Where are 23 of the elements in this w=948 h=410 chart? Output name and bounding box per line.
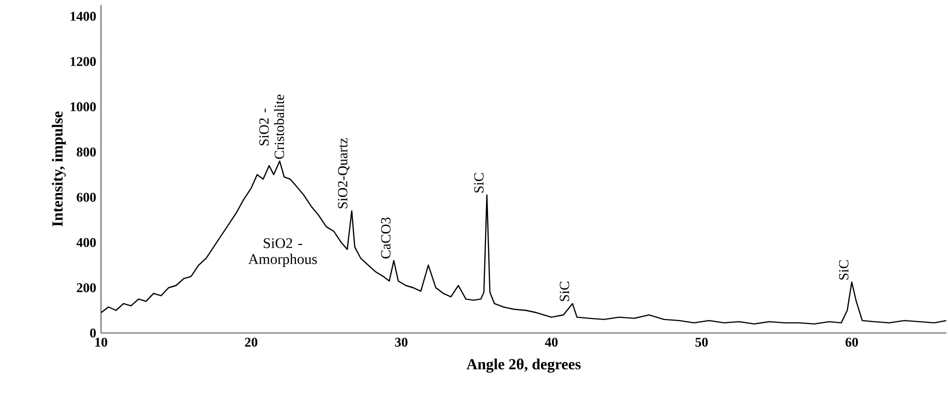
annotation: SiC: [839, 260, 848, 280]
y-tick-label: 200: [76, 283, 96, 292]
x-tick-label: 20: [245, 338, 258, 347]
y-tick-label: 600: [76, 192, 96, 202]
y-tick-label: 800: [76, 148, 96, 157]
y-tick-label: 1200: [70, 57, 96, 66]
y-tick-label: 0: [90, 328, 96, 338]
annotation: SiO2-Quartz: [338, 138, 350, 208]
annotation: SiO2 - Amorphous: [248, 238, 317, 268]
x-axis-title: Angle 2θ, degrees: [466, 358, 581, 373]
x-tick-label: 10: [95, 338, 108, 347]
annotation: SiO2 - Cristobalite: [259, 94, 284, 159]
y-tick-label: 1000: [70, 102, 96, 112]
x-tick-label: 60: [846, 338, 858, 347]
y-tick-label: 1400: [70, 12, 96, 21]
x-tick-label: 50: [695, 338, 708, 347]
x-tick-label: 40: [544, 338, 558, 347]
y-axis-title: Intensity, impulse: [52, 111, 66, 226]
annotation: CaCO3: [381, 218, 391, 258]
y-tick-label: 400: [76, 238, 96, 248]
annotation: SiC: [560, 282, 570, 302]
annotation: SiC: [474, 173, 484, 192]
x-tick-label: 30: [395, 338, 408, 347]
